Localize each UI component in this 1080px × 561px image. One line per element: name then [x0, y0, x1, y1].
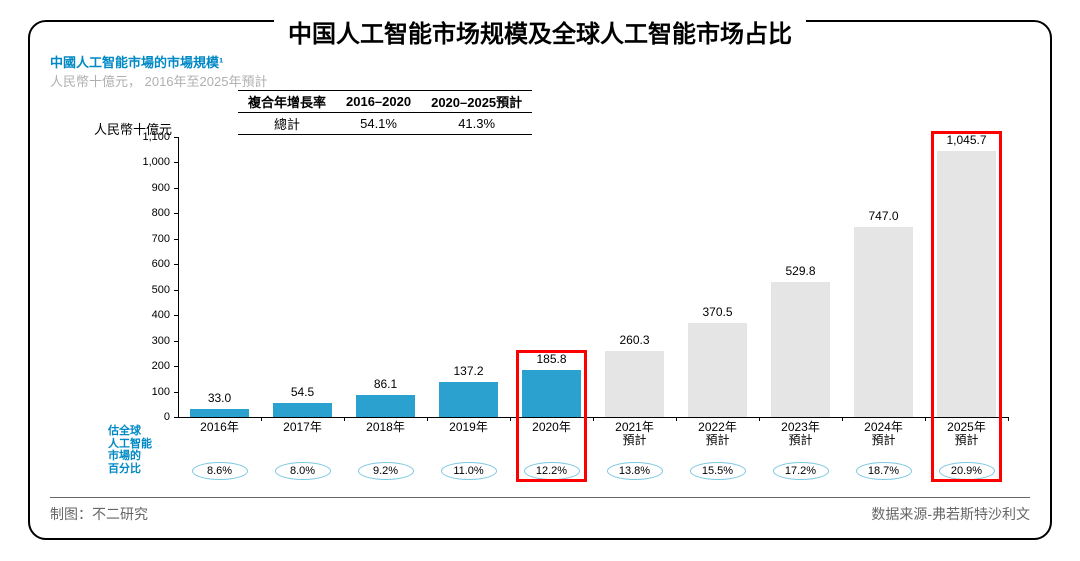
bar-value-label: 529.8 [785, 264, 815, 278]
y-tick-label: 700 [120, 233, 170, 245]
bar-value-label: 260.3 [619, 333, 649, 347]
bar-value-label: 1,045.7 [946, 133, 986, 147]
percent-oval: 17.2% [773, 462, 829, 480]
bar [771, 282, 829, 417]
percent-oval: 8.6% [192, 462, 248, 480]
y-tick-label: 900 [120, 182, 170, 194]
y-tick-label: 500 [120, 284, 170, 296]
bar-value-label: 86.1 [374, 377, 397, 391]
bar-value-label: 747.0 [868, 209, 898, 223]
y-tick-label: 1,000 [120, 156, 170, 168]
cagr-row-label: 總計 [238, 113, 336, 135]
percent-oval: 20.9% [939, 462, 995, 480]
percent-oval: 9.2% [358, 462, 414, 480]
y-tick-label: 1,100 [120, 131, 170, 143]
y-tick-label: 0 [120, 411, 170, 423]
y-tick-label: 400 [120, 309, 170, 321]
y-tick-label: 800 [120, 207, 170, 219]
bar [522, 370, 580, 417]
x-category-label: 2024年預計 [864, 421, 903, 447]
subtitle-gray: 人民幣十億元， 2016年至2025年預計 [50, 71, 1030, 90]
cagr-h1: 複合年增長率 [238, 91, 336, 113]
chart-content: 中國人工智能市場的市場規模¹ 人民幣十億元， 2016年至2025年預計 複合年… [50, 52, 1030, 488]
cagr-val1: 54.1% [336, 113, 421, 135]
bar [273, 403, 331, 417]
bar-value-label: 137.2 [453, 364, 483, 378]
page-title: 中国人工智能市场规模及全球人工智能市场占比 [274, 14, 806, 49]
bar-value-label: 185.8 [536, 352, 566, 366]
cagr-h2: 2016–2020 [336, 91, 421, 113]
footer-right: 数据来源-弗若斯特沙利文 [871, 504, 1030, 524]
subtitle-blue: 中國人工智能市場的市場規模¹ [50, 52, 1030, 71]
y-tick-label: 600 [120, 258, 170, 270]
cagr-table: 複合年增長率 2016–2020 2020–2025預計 總計 54.1% 41… [218, 90, 532, 135]
bar [605, 351, 663, 417]
x-category-label: 2019年 [449, 421, 488, 434]
chart-frame: 中國人工智能市場的市場規模¹ 人民幣十億元， 2016年至2025年預計 複合年… [28, 20, 1052, 540]
y-tick-label: 100 [120, 386, 170, 398]
bar [937, 151, 995, 417]
bar [688, 323, 746, 417]
bar-value-label: 54.5 [291, 385, 314, 399]
percent-oval: 13.8% [607, 462, 663, 480]
y-tick-label: 300 [120, 335, 170, 347]
percent-oval: 8.0% [275, 462, 331, 480]
y-axis-line [178, 137, 179, 417]
bar-value-label: 370.5 [702, 305, 732, 319]
footer-left: 制图：不二研究 [50, 504, 148, 524]
percent-oval: 15.5% [690, 462, 746, 480]
percent-oval: 12.2% [524, 462, 580, 480]
bar-value-label: 33.0 [208, 391, 231, 405]
x-category-label: 2020年 [532, 421, 571, 434]
x-category-label: 2023年預計 [781, 421, 820, 447]
x-category-label: 2018年 [366, 421, 405, 434]
x-category-label: 2016年 [200, 421, 239, 434]
bar [356, 395, 414, 417]
x-category-label: 2021年預計 [615, 421, 654, 447]
footer: 制图：不二研究 数据来源-弗若斯特沙利文 [50, 497, 1030, 524]
x-category-label: 2017年 [283, 421, 322, 434]
percent-row-title: 估全球人工智能市場的百分比 [108, 425, 152, 476]
percent-oval: 11.0% [441, 462, 497, 480]
cagr-val2: 41.3% [421, 113, 532, 135]
bar [439, 382, 497, 417]
x-category-label: 2022年預計 [698, 421, 737, 447]
x-category-label: 2025年預計 [947, 421, 986, 447]
bar [854, 227, 912, 417]
bar [190, 409, 248, 417]
y-tick-label: 200 [120, 360, 170, 372]
cagr-h3: 2020–2025預計 [421, 91, 532, 113]
percent-oval: 18.7% [856, 462, 912, 480]
bar-chart: 人民幣十億元01002003004005006007008009001,0001… [178, 137, 1008, 417]
